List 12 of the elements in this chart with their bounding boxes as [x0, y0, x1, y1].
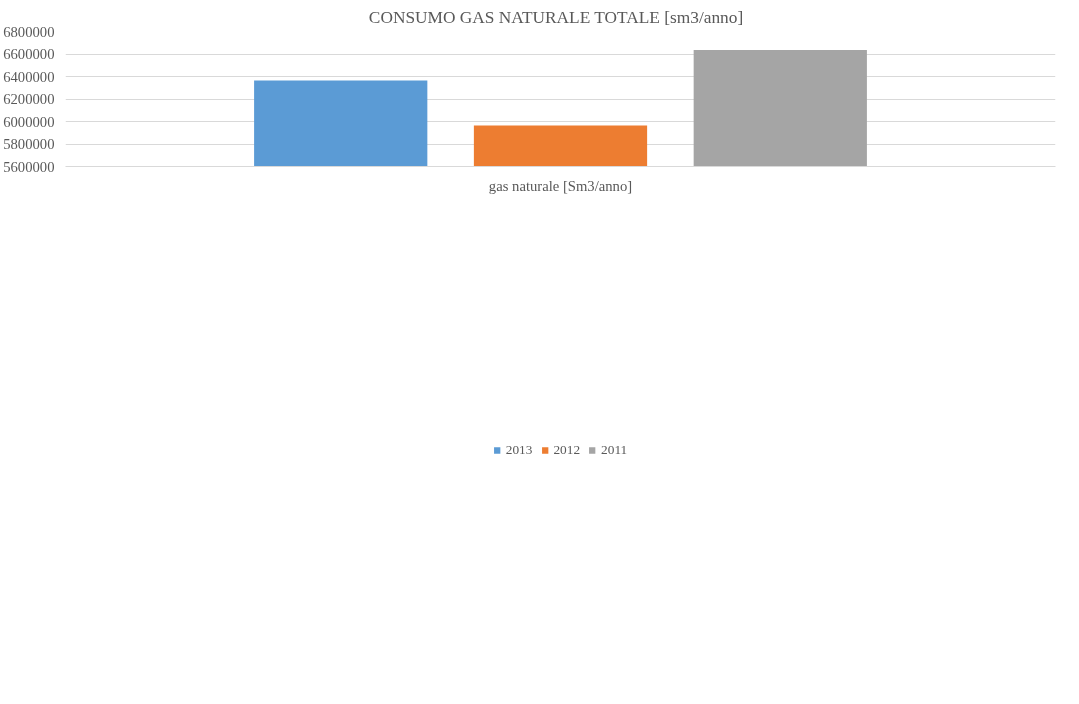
y-tick-label: 6200000: [3, 91, 55, 107]
chart-title: CONSUMO GAS NATURALE TOTALE [sm3/anno]: [368, 7, 744, 27]
legend-label: 2011: [601, 442, 628, 458]
y-tick-label: 5600000: [3, 158, 55, 175]
y-tick-label: 6800000: [3, 23, 55, 40]
y-tick-label: 6600000: [3, 46, 55, 62]
y-tick-label: 6400000: [3, 68, 55, 85]
y-tick-label: 6000000: [3, 113, 55, 130]
legend-label: 2012: [553, 442, 581, 458]
legend-label: 2013: [505, 442, 533, 458]
x-tick-label: gas naturale [Sm3/anno]: [488, 177, 633, 194]
y-tick-label: 5800000: [3, 136, 55, 152]
